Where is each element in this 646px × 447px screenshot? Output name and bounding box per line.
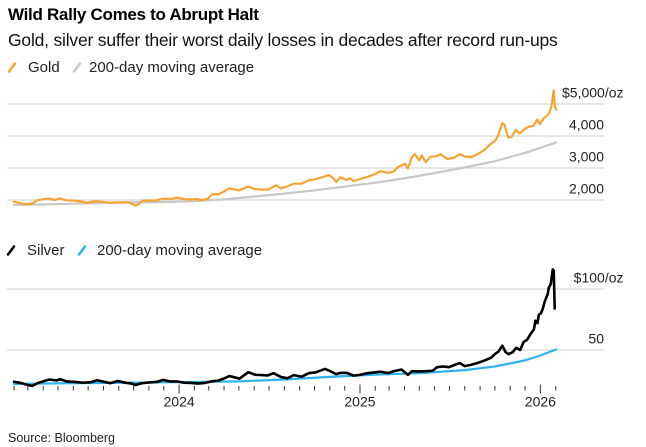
silver-y-tick-label: 50 (588, 331, 604, 347)
chart-subtitle: Gold, silver suffer their worst daily lo… (8, 30, 558, 50)
x-tick-label: 2025 (344, 394, 375, 410)
gold-y-tick-label: $5,000/oz (562, 85, 624, 101)
silver-y-tick-label: $100/oz (574, 270, 624, 286)
gold-moving-average-line (12, 141, 558, 207)
gold-legend-label: Gold (28, 59, 60, 76)
silver-ma-legend-icon (77, 245, 87, 256)
silver-legend: Silver 200-day moving average (6, 242, 262, 259)
silver-legend-label: Silver (27, 242, 65, 259)
gold-y-tick-label: 3,000 (569, 149, 604, 165)
gold-y-tick-label: 4,000 (569, 117, 604, 133)
x-tick-label: 2024 (164, 394, 195, 410)
silver-panel: 50 $100/oz (7, 268, 624, 388)
silver-price-line (12, 268, 557, 388)
gold-legend-icon (7, 62, 17, 73)
x-axis: 2024 2025 2026 (13, 384, 557, 410)
gold-legend: Gold 200-day moving average (7, 59, 254, 76)
chart-title: Wild Rally Comes to Abrupt Halt (8, 5, 259, 24)
x-tick-label: 2026 (525, 394, 556, 410)
silver-legend-icon (6, 245, 16, 256)
gold-y-tick-label: 2,000 (569, 181, 604, 197)
source-note: Source: Bloomberg (8, 431, 115, 445)
gold-panel: 2,000 3,000 4,000 $5,000/oz (7, 85, 624, 207)
silver-ma-legend-label: 200-day moving average (97, 242, 262, 259)
gold-ma-legend-label: 200-day moving average (89, 59, 254, 76)
gold-price-line (12, 89, 558, 207)
gold-ma-legend-icon (72, 62, 82, 73)
